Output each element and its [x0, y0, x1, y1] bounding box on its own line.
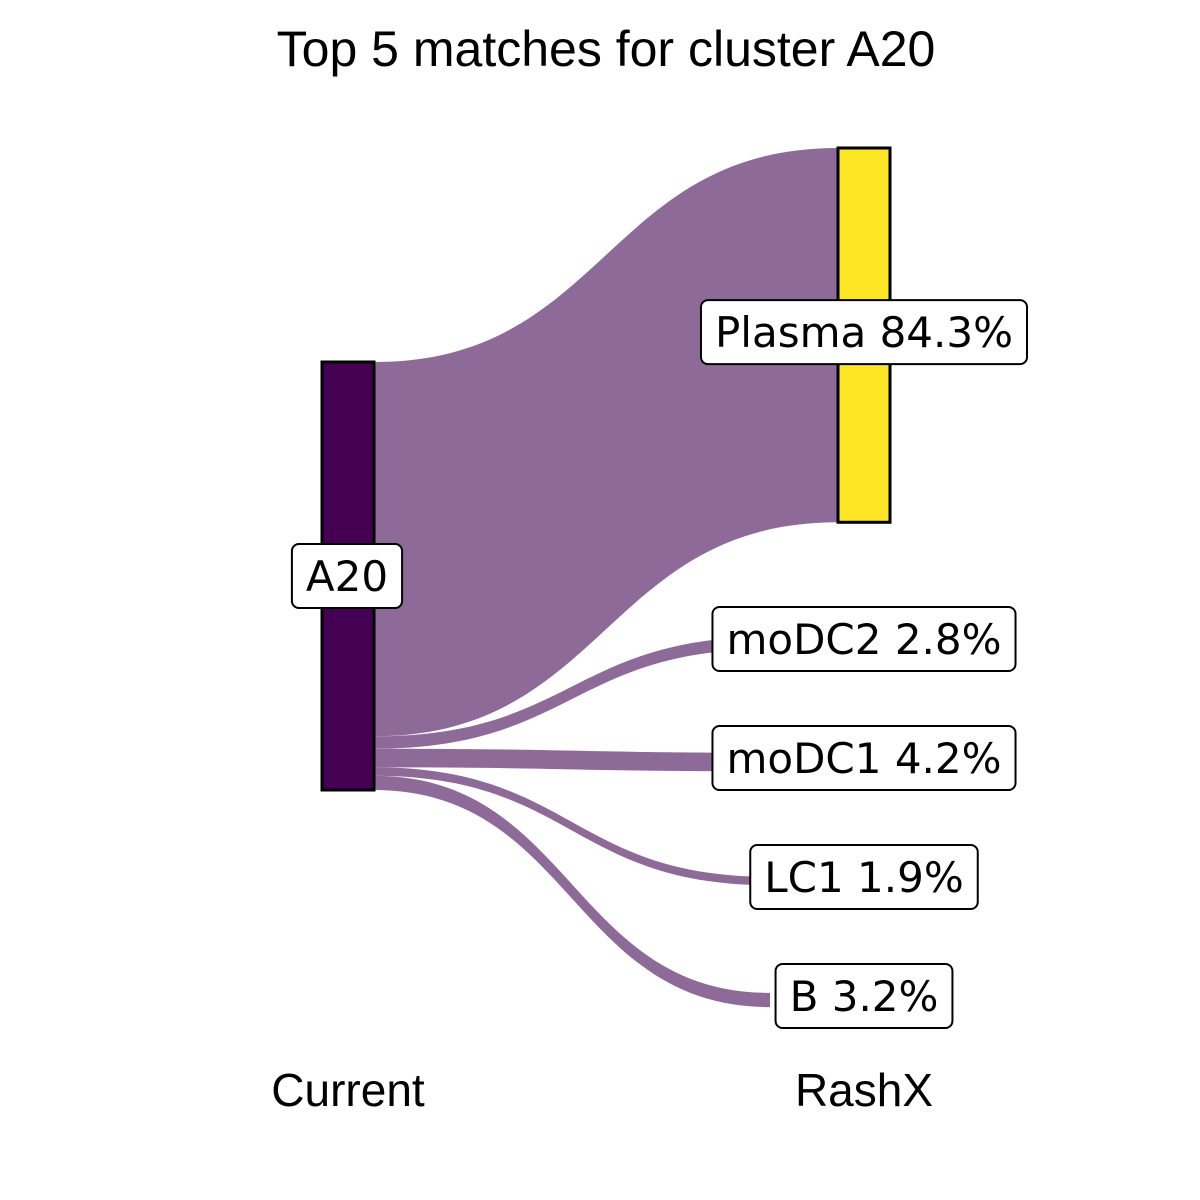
chart-title: Top 5 matches for cluster A20: [277, 21, 936, 77]
label-modc1: moDC1 4.2%: [711, 725, 1017, 791]
label-plasma-text: Plasma 84.3%: [715, 308, 1013, 357]
flows-layer: [374, 148, 838, 1008]
label-plasma: Plasma 84.3%: [699, 299, 1029, 366]
label-lc1-text: LC1 1.9%: [764, 853, 964, 902]
label-b-text: B 3.2%: [790, 972, 939, 1021]
label-a20-box: [290, 543, 404, 609]
flow-modc1: [374, 748, 770, 772]
axis-label-rashx: RashX: [795, 1064, 933, 1116]
label-modc2-box: [711, 606, 1017, 672]
label-b-box: [774, 963, 954, 1029]
axis-label-current: Current: [271, 1064, 425, 1116]
flow-b: [374, 775, 770, 1008]
label-a20: A20: [290, 543, 404, 609]
label-modc2: moDC2 2.8%: [711, 606, 1017, 672]
label-a20-text: A20: [306, 552, 388, 601]
label-lc1: LC1 1.9%: [749, 844, 979, 910]
labels-layer: Plasma 84.3% moDC2 2.8% moDC1 4.2% LC1 1.9%…: [290, 299, 1029, 1029]
label-modc1-box: [711, 725, 1017, 791]
label-b: B 3.2%: [774, 963, 954, 1029]
label-modc1-text: moDC1 4.2%: [726, 734, 1001, 783]
flow-plasma: [374, 148, 838, 737]
flow-lc1: [374, 767, 770, 886]
label-lc1-box: [749, 844, 979, 910]
label-modc2-text: moDC2 2.8%: [726, 615, 1001, 664]
label-plasma-box: [699, 299, 1029, 366]
flow-modc2: [374, 636, 770, 749]
